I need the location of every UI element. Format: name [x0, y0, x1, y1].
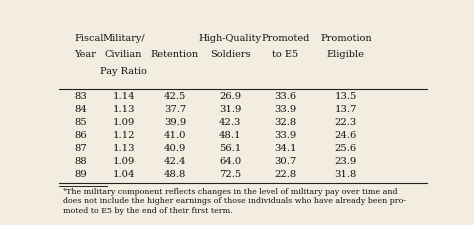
Text: 1.09: 1.09	[112, 157, 135, 166]
Text: 1.13: 1.13	[112, 105, 135, 114]
Text: 83: 83	[74, 92, 87, 101]
Text: 1.09: 1.09	[112, 118, 135, 127]
Text: 56.1: 56.1	[219, 144, 241, 153]
Text: 85: 85	[74, 118, 87, 127]
Text: 23.9: 23.9	[335, 157, 357, 166]
Text: 42.5: 42.5	[164, 92, 186, 101]
Text: 72.5: 72.5	[219, 170, 241, 179]
Text: Civilian: Civilian	[105, 50, 142, 59]
Text: Promoted: Promoted	[261, 34, 310, 43]
Text: 37.7: 37.7	[164, 105, 186, 114]
Text: 34.1: 34.1	[274, 144, 296, 153]
Text: 41.0: 41.0	[164, 131, 186, 140]
Text: Soldiers: Soldiers	[210, 50, 250, 59]
Text: Military/: Military/	[102, 34, 145, 43]
Text: 22.8: 22.8	[274, 170, 296, 179]
Text: to E5: to E5	[272, 50, 298, 59]
Text: ⁴The military component reflects changes in the level of military pay over time : ⁴The military component reflects changes…	[63, 188, 406, 214]
Text: 86: 86	[74, 131, 87, 140]
Text: 42.3: 42.3	[219, 118, 241, 127]
Text: 39.9: 39.9	[164, 118, 186, 127]
Text: 64.0: 64.0	[219, 157, 241, 166]
Text: 1.14: 1.14	[112, 92, 135, 101]
Text: 31.9: 31.9	[219, 105, 241, 114]
Text: 30.7: 30.7	[274, 157, 296, 166]
Text: 33.6: 33.6	[274, 92, 296, 101]
Text: 33.9: 33.9	[274, 105, 296, 114]
Text: 84: 84	[74, 105, 87, 114]
Text: 31.8: 31.8	[335, 170, 357, 179]
Text: 1.04: 1.04	[112, 170, 135, 179]
Text: 32.8: 32.8	[274, 118, 296, 127]
Text: 48.8: 48.8	[164, 170, 186, 179]
Text: 13.5: 13.5	[335, 92, 357, 101]
Text: Eligible: Eligible	[327, 50, 365, 59]
Text: 24.6: 24.6	[335, 131, 357, 140]
Text: Promotion: Promotion	[320, 34, 372, 43]
Text: Fiscal: Fiscal	[74, 34, 103, 43]
Text: 26.9: 26.9	[219, 92, 241, 101]
Text: 40.9: 40.9	[164, 144, 186, 153]
Text: High-Quality: High-Quality	[199, 34, 262, 43]
Text: 13.7: 13.7	[335, 105, 357, 114]
Text: Retention: Retention	[151, 50, 199, 59]
Text: 87: 87	[74, 144, 87, 153]
Text: 42.4: 42.4	[164, 157, 186, 166]
Text: Pay Ratio: Pay Ratio	[100, 67, 147, 76]
Text: 89: 89	[74, 170, 87, 179]
Text: 1.13: 1.13	[112, 144, 135, 153]
Text: 1.12: 1.12	[112, 131, 135, 140]
Text: 88: 88	[74, 157, 87, 166]
Text: 48.1: 48.1	[219, 131, 241, 140]
Text: 33.9: 33.9	[274, 131, 296, 140]
Text: 25.6: 25.6	[335, 144, 357, 153]
Text: 22.3: 22.3	[335, 118, 357, 127]
Text: Year: Year	[74, 50, 96, 59]
